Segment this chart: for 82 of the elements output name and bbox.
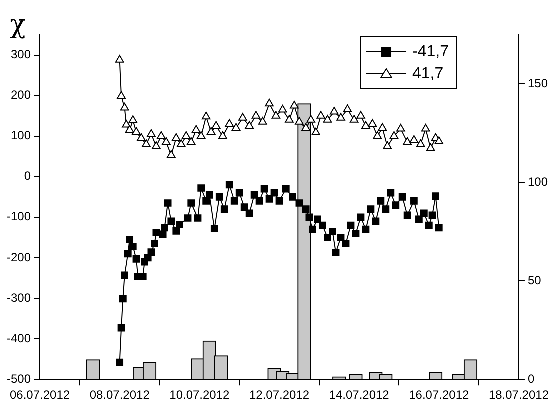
point bbox=[186, 137, 196, 146]
x-tick-label: 16.07.2012 bbox=[409, 388, 470, 402]
y2-tick-label: 100 bbox=[528, 175, 548, 189]
point bbox=[416, 139, 426, 148]
point bbox=[403, 137, 412, 146]
point bbox=[225, 119, 234, 127]
point bbox=[212, 121, 221, 129]
y-tick-label: -400 bbox=[6, 331, 32, 346]
point bbox=[330, 107, 339, 115]
point bbox=[378, 123, 388, 131]
point bbox=[290, 100, 299, 109]
point bbox=[245, 121, 254, 129]
point bbox=[434, 136, 444, 144]
point bbox=[295, 117, 304, 125]
y-tick-label: -100 bbox=[6, 210, 32, 224]
x-tick-label: 14.07.2012 bbox=[329, 388, 390, 402]
point bbox=[272, 111, 281, 119]
point bbox=[368, 119, 378, 127]
point bbox=[396, 124, 406, 132]
y-tick-label: -300 bbox=[6, 290, 32, 305]
point bbox=[258, 117, 268, 125]
x-tick-label: 12.07.2012 bbox=[249, 388, 310, 402]
point bbox=[122, 120, 131, 128]
x-tick-label: 10.07.2012 bbox=[170, 388, 230, 402]
x-tick-label: 08.07.2012 bbox=[90, 388, 150, 402]
point bbox=[206, 127, 216, 136]
point bbox=[285, 115, 294, 123]
point bbox=[238, 113, 248, 121]
point bbox=[323, 115, 332, 123]
point bbox=[265, 98, 274, 107]
point bbox=[302, 123, 311, 131]
point bbox=[128, 116, 138, 124]
point bbox=[426, 144, 436, 152]
y2-tick-label: 0 bbox=[528, 372, 535, 386]
point bbox=[383, 141, 392, 150]
point bbox=[192, 125, 201, 134]
point bbox=[196, 131, 206, 140]
y-tick-label: 200 bbox=[10, 88, 32, 102]
point bbox=[232, 123, 241, 131]
point bbox=[202, 112, 211, 120]
y2-tick-label: 50 bbox=[528, 273, 542, 288]
point bbox=[120, 102, 130, 111]
x-tick-label: 06.07.2012 bbox=[10, 388, 70, 402]
point bbox=[421, 124, 430, 132]
point bbox=[167, 150, 176, 158]
point bbox=[117, 91, 126, 99]
legend-label: -41,7 bbox=[412, 43, 450, 60]
point bbox=[157, 131, 166, 140]
point bbox=[306, 115, 316, 123]
point bbox=[390, 131, 399, 140]
point bbox=[343, 104, 352, 112]
point bbox=[410, 135, 419, 144]
point bbox=[176, 139, 186, 148]
point bbox=[162, 137, 171, 146]
point bbox=[172, 133, 181, 142]
point bbox=[132, 127, 141, 136]
point bbox=[362, 121, 370, 129]
point bbox=[182, 131, 191, 140]
x-tick-label: 18.07.2012 bbox=[488, 388, 550, 402]
point bbox=[278, 105, 288, 113]
point bbox=[350, 115, 359, 123]
point bbox=[252, 111, 261, 119]
point bbox=[218, 131, 228, 140]
point bbox=[147, 129, 156, 138]
y2-tick-label: 150 bbox=[528, 76, 548, 91]
y-tick-label: 100 bbox=[10, 128, 32, 143]
point bbox=[336, 113, 346, 121]
legend-label: 41,7 bbox=[412, 65, 444, 82]
point bbox=[137, 133, 146, 142]
y-tick-label: 300 bbox=[10, 48, 32, 62]
point bbox=[125, 125, 134, 134]
point bbox=[115, 55, 124, 63]
point bbox=[316, 111, 326, 119]
point bbox=[312, 128, 320, 136]
point bbox=[152, 141, 161, 150]
y-axis-title: χ bbox=[10, 10, 26, 40]
point bbox=[142, 139, 151, 148]
point bbox=[356, 111, 366, 119]
y-tick-label: -500 bbox=[6, 372, 32, 386]
point bbox=[373, 131, 382, 140]
y-tick-label: 0 bbox=[24, 169, 32, 184]
y-tick-label: -200 bbox=[6, 250, 32, 264]
